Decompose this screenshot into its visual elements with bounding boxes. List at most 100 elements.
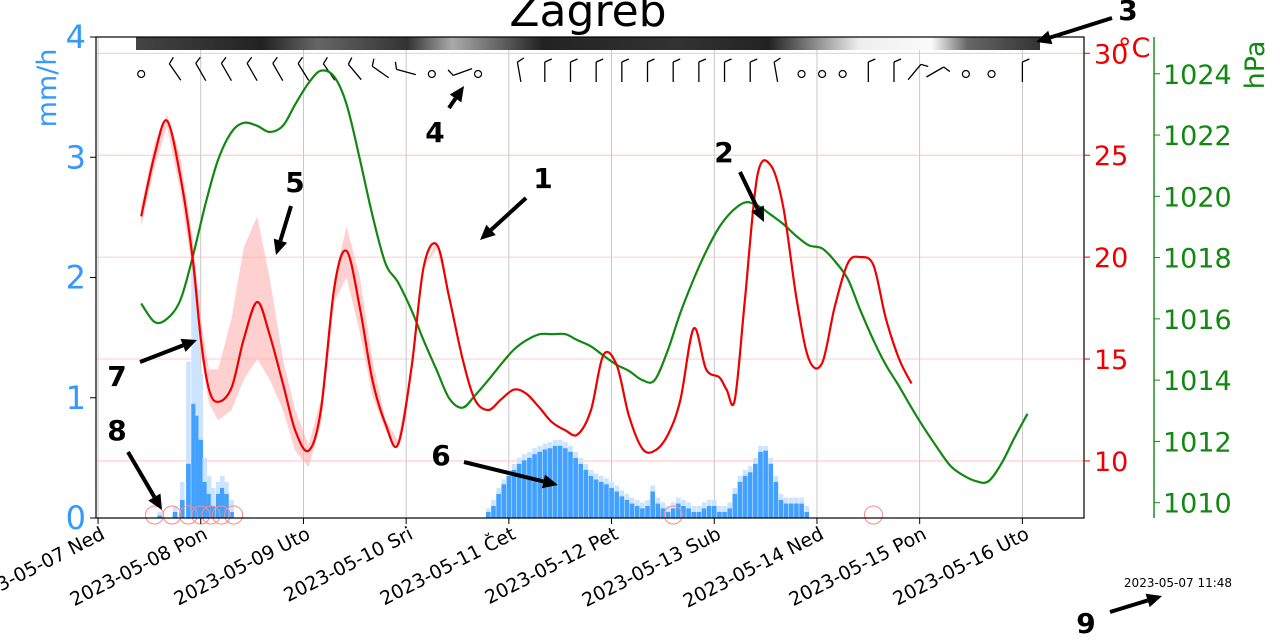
wind-barb-feather [220,56,227,64]
precip-bar [747,472,753,518]
precip-bar [229,511,234,518]
wind-barb [297,56,310,81]
wind-calm-symbol [818,69,827,79]
wind-barb-feather [647,58,655,63]
pressure-tick-label: 1020 [1163,182,1232,213]
annotation-arrow-head [1036,30,1053,45]
wind-barb [672,58,681,82]
temperature-line [140,119,913,454]
wind-barb [569,58,578,82]
precip-bar [573,457,578,518]
precip-bar [195,415,200,518]
wind-calm-symbol [137,69,146,79]
annotation-arrow-head [480,224,496,240]
precip-uncertainty-bar [210,487,216,518]
series-lines [140,69,1029,525]
precip-bar [172,511,178,518]
precip-bar [804,511,810,518]
precip-bar [753,463,758,518]
precip-tick-label: 3 [66,138,86,176]
precip-bar [722,511,727,518]
wind-barb-feather [272,56,278,64]
wind-barb [371,58,390,79]
wind-barb [347,57,362,81]
annotation-arrow-line [738,171,760,210]
precip-bar [696,511,702,518]
wind-barb-feather [868,58,876,63]
temp-tick-label: 20 [1094,243,1128,274]
precip-bar [742,475,748,518]
wind-barb [447,67,473,77]
temp-tick-label: 30 [1094,39,1128,70]
precip-bar [202,481,208,518]
precip-bar [527,457,532,518]
precip-uncertainty-bar [229,499,234,518]
precip-bar [557,445,563,518]
wind-barb-feather [749,58,758,63]
wind-barb [867,58,876,82]
wind-barb-feather [893,58,902,63]
annotation-arrow-line [1049,16,1113,40]
pressure-line [140,69,1029,484]
precip-symbol [162,505,182,525]
wind-barb [220,56,232,81]
wind-barb [272,56,284,81]
annotation-arrow-head [180,338,197,352]
precip-bar [563,448,568,518]
precip-bar [198,439,204,518]
precip-bar [521,460,527,518]
annotation-arrow-line [1109,598,1149,614]
precip-bar [640,508,645,518]
precip-bar [773,481,779,518]
pressure-tick-label: 1010 [1163,489,1232,520]
annotation-arrow-line [278,205,293,242]
wind-barb-shaft [453,67,473,77]
wind-barb-shaft [297,63,310,81]
precip-bar [799,503,804,518]
precip-bar [593,479,599,518]
precip-bar [604,484,609,518]
precip-tick-label: 4 [66,18,86,56]
wind-barb-shaft [220,63,232,81]
annotation-label: 6 [431,439,450,472]
wind-barb-shaft [396,68,416,76]
wind-barb-feather [297,56,304,64]
precip-bar [665,511,671,518]
annotation-label: 7 [107,360,126,393]
wind-calm-symbol [961,69,970,79]
wind-barb [322,56,336,81]
precip-symbol [211,505,231,525]
pressure-tick-label: 1016 [1163,305,1232,336]
annotation-arrow-head [751,205,764,222]
wind-barb-feather [322,56,328,65]
wind-barb-feather [1022,58,1030,63]
wind-calm-symbol [473,69,483,79]
wind-calm-symbol [838,69,847,79]
wind-barb-feather [943,66,951,73]
precip-bar [537,451,542,518]
wind-barb [723,58,732,82]
temp-tick-label: 25 [1094,141,1128,172]
annotation-label: 2 [714,136,733,169]
annotation-arrow-head [541,474,558,489]
wind-barb [646,58,655,82]
wind-barb [907,63,929,81]
annotation-arrow-line [447,97,458,110]
wind-barb-feather [698,58,707,63]
precip-uncertainty-bar [157,511,162,518]
wind-calm-symbol [987,69,996,79]
precip-bar [491,505,496,518]
annotations: 1 2 3 4 5 6 7 8 9 [107,0,1162,640]
wind-barb-feather [672,58,681,63]
wind-barb [544,58,553,82]
wind-barb [893,58,902,82]
precip-bar [501,484,507,518]
annotation-label: 1 [533,162,552,195]
precip-bar [511,469,517,518]
precip-bar [224,493,229,518]
annotation-arrow-head [273,238,288,255]
precip-symbol [201,505,221,525]
precip-symbol [145,505,165,525]
annotation-label: 4 [425,116,444,149]
